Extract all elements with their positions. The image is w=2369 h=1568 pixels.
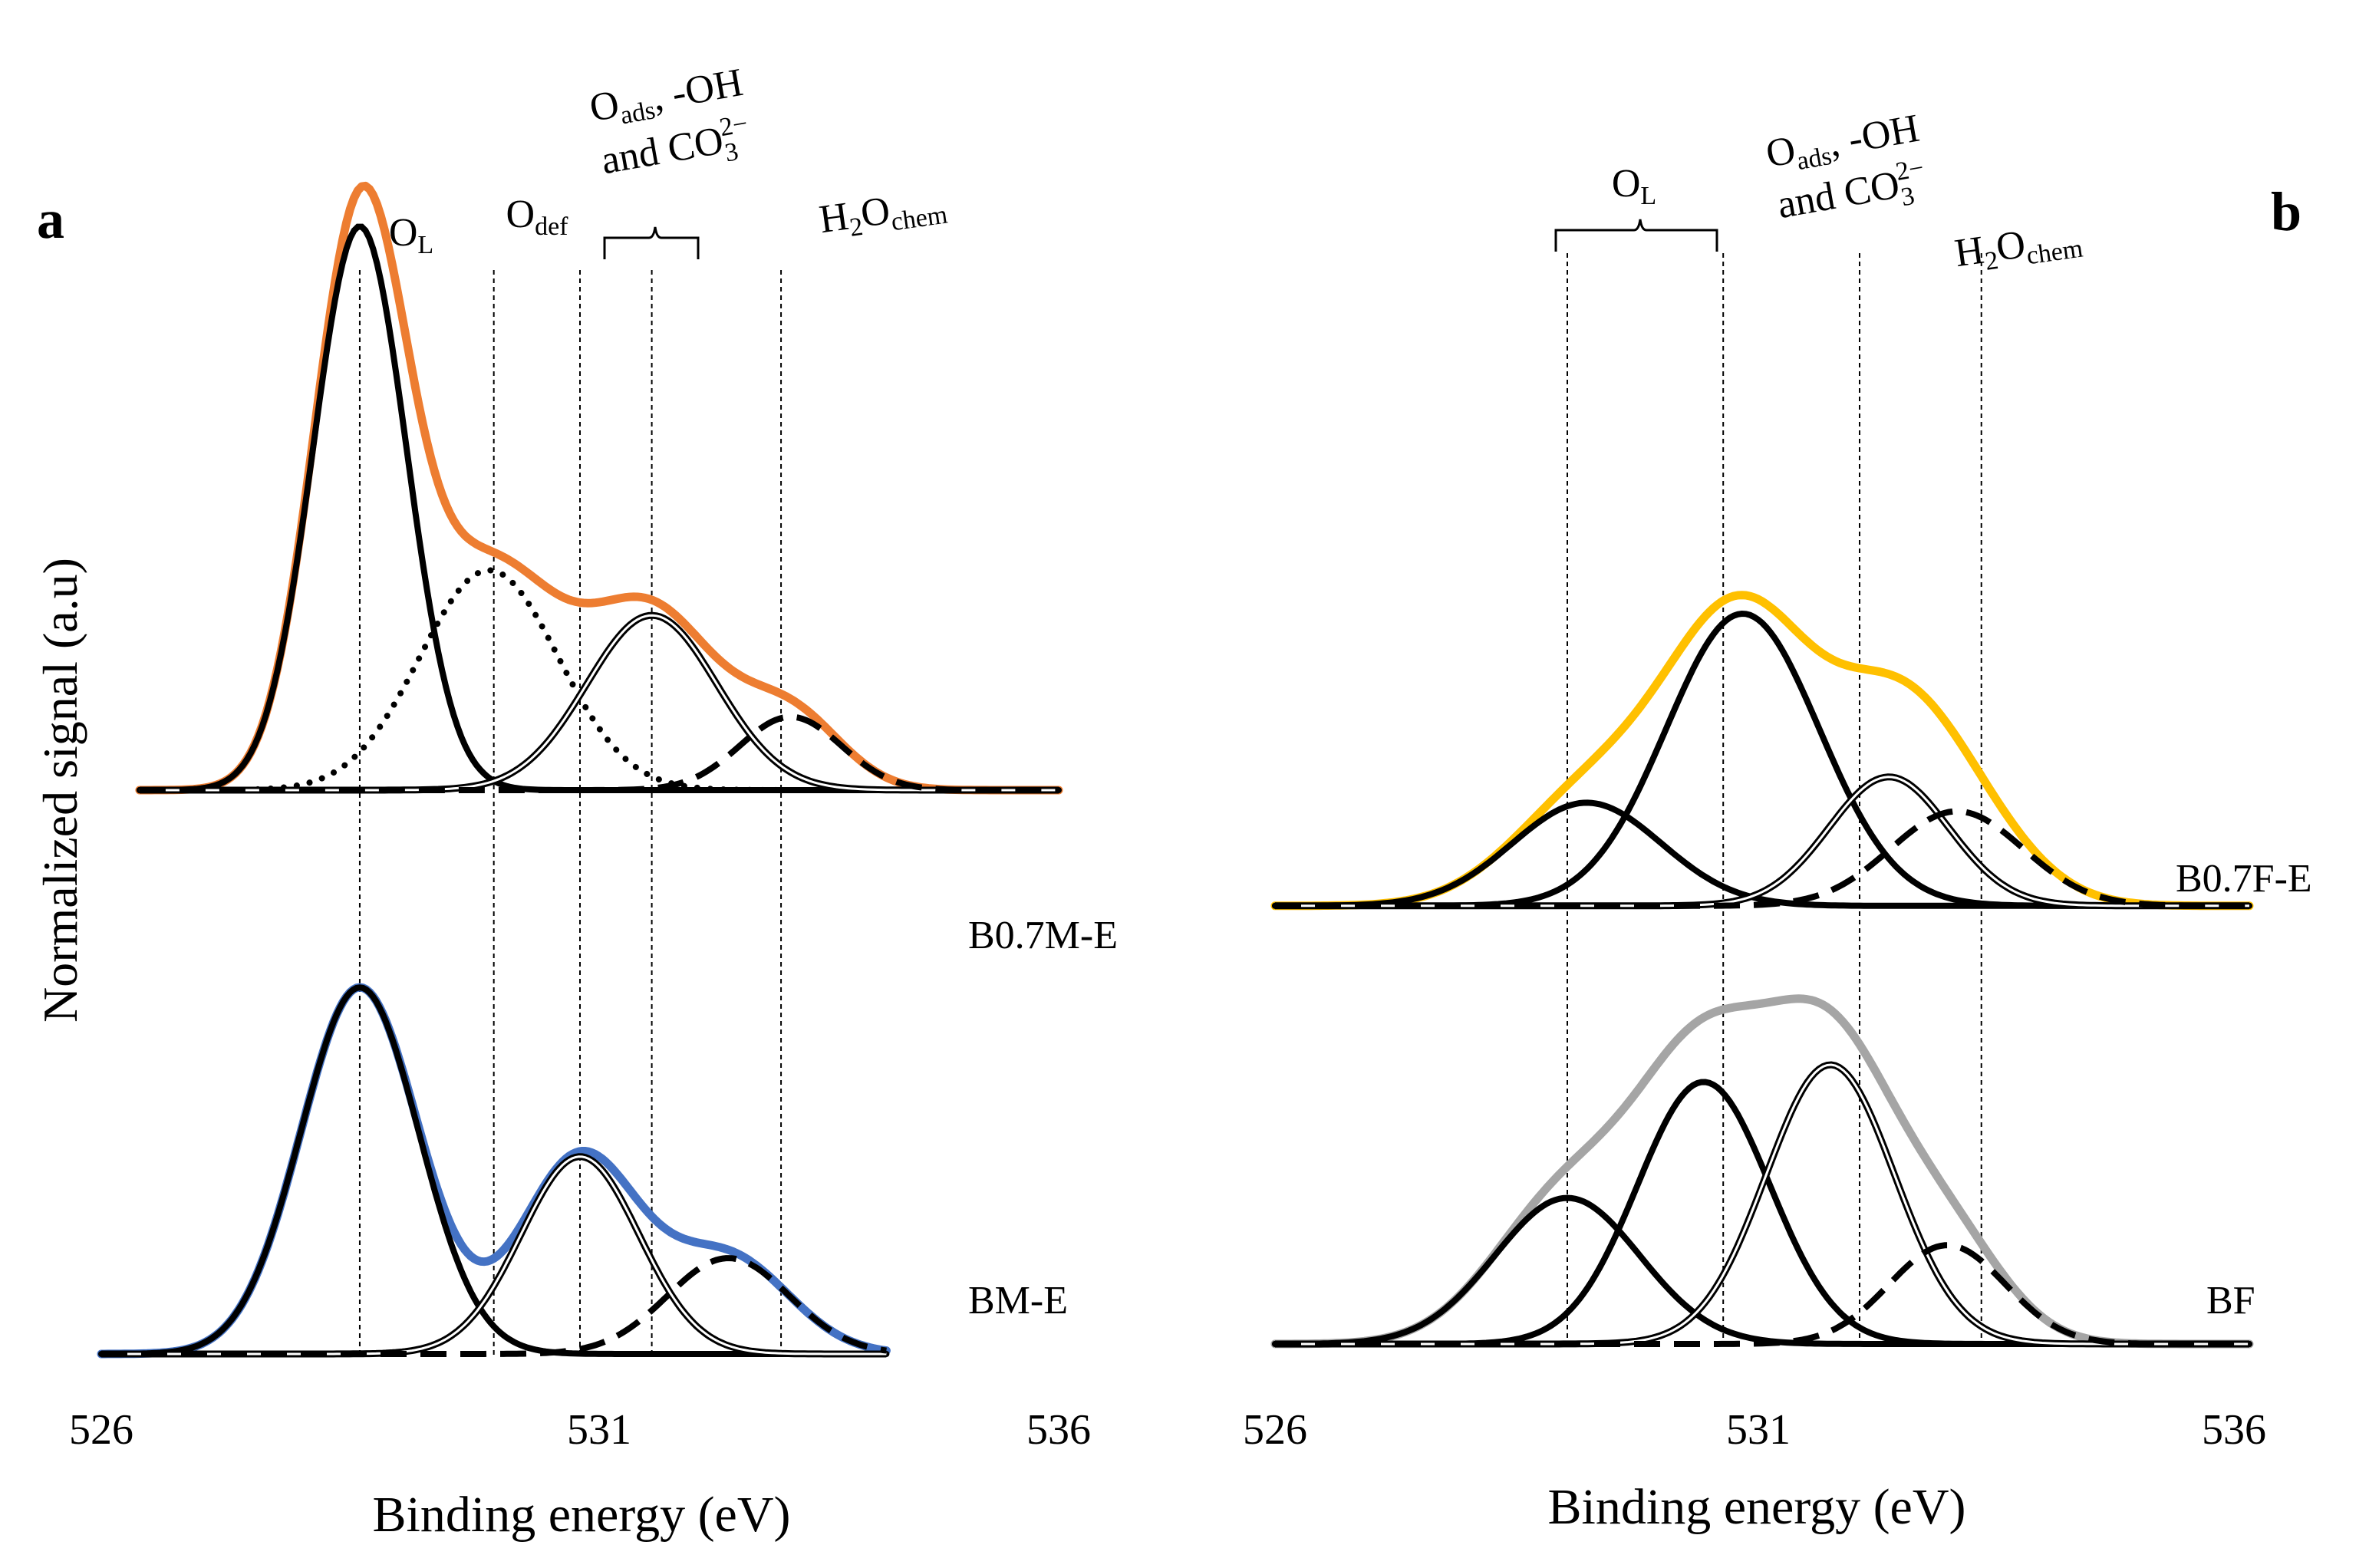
series-label-B0.7M-E: B0.7M-E (968, 914, 1118, 957)
panel-label-b: b (2271, 181, 2301, 242)
component-BF-O-ads-OH-CO3 (1275, 1061, 2249, 1348)
panel-b: b OL Oads, -OH and CO32− H2Ochem B0.7F-E… (1243, 107, 2312, 1535)
annotation-O-L-b: OL (1612, 162, 1656, 210)
x-tick-536-b: 536 (2202, 1406, 2266, 1454)
component-B0.7F-E-O-L-2- (1272, 610, 2252, 909)
panel-b-annotations: OL Oads, -OH and CO32− H2Ochem (1554, 107, 2084, 280)
series-label-BM-E: BM-E (968, 1279, 1068, 1323)
component-B0.7M-E-O-L (136, 223, 1062, 793)
panel-b-reference-lines (1567, 253, 1982, 1346)
x-tick-536-a: 536 (1026, 1406, 1091, 1454)
component-B0.7F-E-H2O-chem (1275, 808, 2249, 909)
x-tick-531-b: 531 (1726, 1406, 1791, 1454)
y-axis-label: Normalized signal (a.u) (33, 558, 87, 1023)
panel-a: a OL Odef Oads, -OH and CO32− H2Ochem B0… (37, 61, 1118, 1543)
component-BM-E-H2O-chem (101, 1255, 887, 1357)
annotation-O-ads-group: Oads, -OH and CO32− (586, 61, 754, 189)
x-tick-526-a: 526 (69, 1406, 133, 1454)
annotation-O-def: Odef (506, 193, 569, 241)
component-BF-O-L-1- (1272, 1194, 2252, 1347)
annotation-H2O-chem-b: H2Ochem (1952, 215, 2084, 280)
panel-a-annotations: OL Odef Oads, -OH and CO32− H2Ochem (389, 61, 949, 259)
bracket-O-L-b (1554, 219, 1718, 252)
annotation-O-ads-group-b: Oads, -OH and CO32− (1763, 107, 1930, 233)
x-axis-label-a: Binding energy (eV) (373, 1487, 791, 1543)
component-B0.7M-E-O-ads-OH-CO3 (139, 611, 1059, 794)
envelope-B0.7F-E (1270, 591, 2254, 911)
panel-a-reference-lines (358, 270, 783, 1358)
x-axis-label-b: Binding energy (eV) (1548, 1479, 1966, 1535)
annotation-O-L: OL (389, 211, 433, 259)
component-B0.7F-E-O-ads-OH-CO3 (1275, 773, 2249, 910)
series-label-BF: BF (2206, 1279, 2255, 1323)
component-BF-H2O-chem (1275, 1242, 2249, 1347)
x-tick-531-a: 531 (567, 1406, 631, 1454)
annotation-H2O-chem: H2Ochem (816, 181, 949, 246)
envelope-B0.7M-E (135, 181, 1063, 795)
component-BF-O-L-2- (1272, 1079, 2252, 1347)
series-label-B0.7F-E: B0.7F-E (2176, 857, 2312, 901)
panel-a-curves (97, 181, 1063, 1359)
panel-label-a: a (37, 189, 64, 250)
component-B0.7M-E-H2O-chem (139, 713, 1059, 793)
panel-b-curves (1270, 591, 2254, 1349)
x-tick-526-b: 526 (1243, 1406, 1307, 1454)
bracket-O-ads (603, 226, 700, 259)
